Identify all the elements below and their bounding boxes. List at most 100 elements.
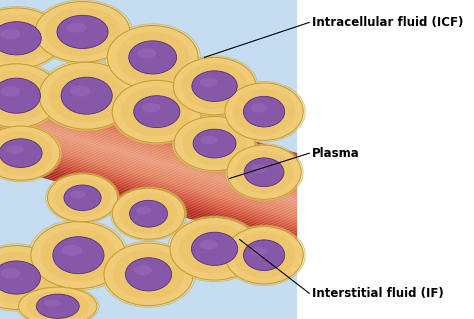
Ellipse shape xyxy=(179,224,250,274)
Ellipse shape xyxy=(110,187,187,241)
Ellipse shape xyxy=(49,69,125,122)
Ellipse shape xyxy=(234,151,294,194)
Polygon shape xyxy=(0,99,297,183)
Ellipse shape xyxy=(0,8,62,69)
Polygon shape xyxy=(0,110,297,195)
Polygon shape xyxy=(0,131,297,215)
Polygon shape xyxy=(0,93,297,177)
Polygon shape xyxy=(0,124,297,209)
Polygon shape xyxy=(0,132,297,217)
Polygon shape xyxy=(0,163,297,247)
Polygon shape xyxy=(0,156,297,241)
Ellipse shape xyxy=(244,240,285,271)
Ellipse shape xyxy=(233,232,295,278)
Ellipse shape xyxy=(105,24,201,91)
Polygon shape xyxy=(0,142,297,226)
Polygon shape xyxy=(0,104,297,188)
Ellipse shape xyxy=(61,77,112,114)
Ellipse shape xyxy=(0,252,53,303)
Ellipse shape xyxy=(168,216,261,282)
Ellipse shape xyxy=(27,291,89,319)
Ellipse shape xyxy=(55,179,110,217)
Polygon shape xyxy=(0,145,297,230)
Ellipse shape xyxy=(1,86,20,97)
Ellipse shape xyxy=(129,200,167,227)
Polygon shape xyxy=(0,107,297,191)
Polygon shape xyxy=(0,161,297,246)
Text: Intracellular fluid (ICF): Intracellular fluid (ICF) xyxy=(311,16,463,29)
Ellipse shape xyxy=(191,232,237,265)
Polygon shape xyxy=(0,86,297,171)
Ellipse shape xyxy=(104,243,193,306)
Ellipse shape xyxy=(182,63,247,109)
Polygon shape xyxy=(0,85,297,169)
Polygon shape xyxy=(0,153,297,238)
Ellipse shape xyxy=(0,22,41,55)
Ellipse shape xyxy=(112,80,201,143)
Polygon shape xyxy=(0,158,297,242)
Polygon shape xyxy=(0,140,297,225)
Polygon shape xyxy=(0,136,297,220)
Ellipse shape xyxy=(174,116,255,171)
Ellipse shape xyxy=(71,191,85,198)
Text: Plasma: Plasma xyxy=(311,147,359,160)
Polygon shape xyxy=(0,78,297,163)
Ellipse shape xyxy=(70,85,91,97)
Ellipse shape xyxy=(0,78,40,113)
Polygon shape xyxy=(0,123,297,207)
Ellipse shape xyxy=(35,2,130,62)
Ellipse shape xyxy=(0,261,40,294)
Polygon shape xyxy=(0,77,297,161)
Ellipse shape xyxy=(0,131,52,175)
Ellipse shape xyxy=(37,61,137,131)
Ellipse shape xyxy=(244,158,284,187)
Ellipse shape xyxy=(0,125,62,182)
Ellipse shape xyxy=(33,0,132,64)
Ellipse shape xyxy=(136,206,151,214)
Polygon shape xyxy=(0,121,297,206)
Polygon shape xyxy=(0,129,297,214)
Ellipse shape xyxy=(0,6,64,70)
Ellipse shape xyxy=(0,29,20,39)
Ellipse shape xyxy=(40,228,116,282)
Ellipse shape xyxy=(227,145,301,199)
Ellipse shape xyxy=(116,32,189,83)
Polygon shape xyxy=(0,113,297,198)
Ellipse shape xyxy=(223,225,305,285)
Ellipse shape xyxy=(46,173,119,223)
Ellipse shape xyxy=(137,48,156,58)
Ellipse shape xyxy=(225,83,303,140)
Polygon shape xyxy=(0,115,297,199)
Polygon shape xyxy=(0,108,297,193)
Polygon shape xyxy=(0,96,297,180)
Polygon shape xyxy=(0,147,297,231)
Ellipse shape xyxy=(112,188,185,239)
Ellipse shape xyxy=(0,14,53,63)
Ellipse shape xyxy=(102,241,195,307)
Ellipse shape xyxy=(201,136,218,144)
Ellipse shape xyxy=(251,247,267,256)
Polygon shape xyxy=(0,134,297,219)
Ellipse shape xyxy=(0,139,42,167)
Ellipse shape xyxy=(0,64,60,128)
Polygon shape xyxy=(0,94,297,179)
Ellipse shape xyxy=(193,129,236,158)
Ellipse shape xyxy=(225,226,303,284)
Ellipse shape xyxy=(44,300,61,307)
Ellipse shape xyxy=(170,218,259,280)
Polygon shape xyxy=(0,75,297,160)
Polygon shape xyxy=(0,116,297,201)
Ellipse shape xyxy=(62,245,82,256)
Ellipse shape xyxy=(18,287,97,319)
Polygon shape xyxy=(0,160,297,244)
Polygon shape xyxy=(0,100,297,185)
Ellipse shape xyxy=(0,246,62,309)
Polygon shape xyxy=(0,70,297,155)
Ellipse shape xyxy=(36,294,79,318)
Ellipse shape xyxy=(182,122,247,165)
Ellipse shape xyxy=(251,164,267,173)
Ellipse shape xyxy=(121,87,192,137)
Polygon shape xyxy=(0,88,297,172)
Polygon shape xyxy=(0,126,297,211)
Bar xyxy=(297,0,413,319)
